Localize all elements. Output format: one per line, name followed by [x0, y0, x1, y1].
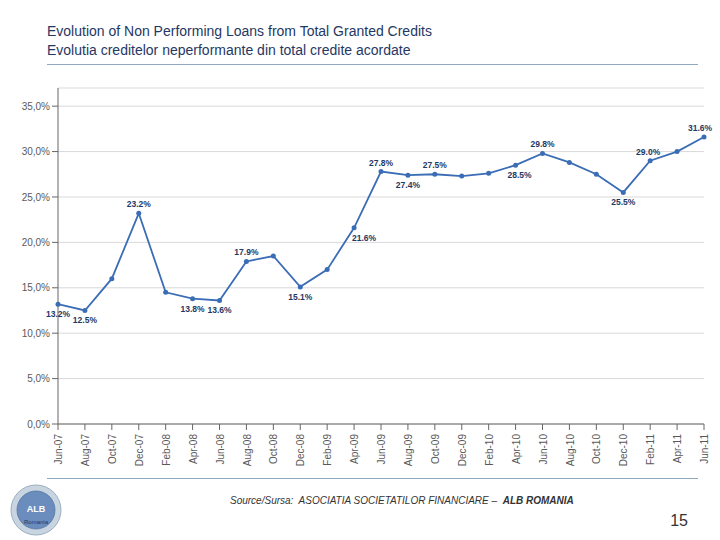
svg-text:Jun-08: Jun-08	[215, 434, 226, 465]
svg-text:Jun-09: Jun-09	[376, 434, 387, 465]
svg-text:Apr-09: Apr-09	[349, 434, 360, 464]
svg-text:27.4%: 27.4%	[396, 180, 421, 190]
svg-text:28.5%: 28.5%	[508, 170, 533, 180]
svg-text:17.9%: 17.9%	[234, 247, 259, 257]
svg-text:13.6%: 13.6%	[207, 305, 232, 315]
svg-text:29.8%: 29.8%	[530, 139, 555, 149]
svg-text:5,0%: 5,0%	[27, 373, 50, 384]
svg-text:21.6%: 21.6%	[352, 233, 377, 243]
svg-text:0,0%: 0,0%	[27, 419, 50, 430]
html-text:15: 15	[670, 512, 688, 529]
svg-text:29.0%: 29.0%	[636, 147, 661, 157]
svg-text:15,0%: 15,0%	[22, 282, 50, 293]
html-text:Evolution of Non Performing Lo: Evolution of Non Performing Loans from T…	[47, 23, 432, 39]
svg-text:Dec-07: Dec-07	[134, 434, 145, 467]
svg-text:Oct-08: Oct-08	[268, 434, 279, 464]
svg-text:20,0%: 20,0%	[22, 237, 50, 248]
html-text:Evolutia creditelor neperforma: Evolutia creditelor neperformante din to…	[47, 42, 411, 58]
svg-text:ALB: ALB	[27, 504, 46, 514]
svg-text:13.8%: 13.8%	[181, 304, 206, 314]
svg-text:12.5%: 12.5%	[73, 315, 98, 325]
svg-text:Oct-07: Oct-07	[107, 434, 118, 464]
svg-text:25,0%: 25,0%	[22, 192, 50, 203]
svg-text:Apr-08: Apr-08	[188, 434, 199, 464]
svg-text:Aug-07: Aug-07	[80, 434, 91, 467]
svg-text:25.5%: 25.5%	[611, 197, 636, 207]
svg-text:Jun-10: Jun-10	[538, 434, 549, 465]
svg-text:Aug-10: Aug-10	[565, 434, 576, 467]
svg-text:27.8%: 27.8%	[369, 158, 394, 168]
svg-text:27.5%: 27.5%	[423, 160, 448, 170]
svg-text:Jun-07: Jun-07	[53, 434, 64, 465]
html-text:Source/Sursa: ASOCIATIA SOCIET: Source/Sursa: ASOCIATIA SOCIETATILOR FIN…	[230, 495, 574, 506]
svg-text:31.6%: 31.6%	[688, 123, 712, 133]
svg-text:13.2%: 13.2%	[46, 309, 71, 319]
svg-text:23.2%: 23.2%	[127, 199, 152, 209]
svg-text:Feb-09: Feb-09	[322, 434, 333, 466]
svg-text:10,0%: 10,0%	[22, 328, 50, 339]
svg-text:Aug-08: Aug-08	[242, 434, 253, 467]
svg-text:30,0%: 30,0%	[22, 146, 50, 157]
svg-text:Oct-09: Oct-09	[430, 434, 441, 464]
svg-text:35,0%: 35,0%	[22, 101, 50, 112]
svg-text:Oct-10: Oct-10	[591, 434, 602, 464]
svg-text:Dec-08: Dec-08	[295, 434, 306, 467]
svg-text:Apr-11: Apr-11	[672, 434, 683, 464]
svg-text:Feb-11: Feb-11	[645, 434, 656, 465]
svg-text:Romania: Romania	[24, 519, 49, 525]
svg-text:Jun-11: Jun-11	[699, 434, 710, 464]
svg-text:Dec-10: Dec-10	[618, 434, 629, 467]
svg-text:Apr-10: Apr-10	[511, 434, 522, 464]
svg-text:Aug-09: Aug-09	[403, 434, 414, 467]
svg-text:Dec-09: Dec-09	[457, 434, 468, 467]
svg-text:15.1%: 15.1%	[288, 292, 313, 302]
svg-text:Feb-10: Feb-10	[484, 434, 495, 466]
svg-text:Feb-08: Feb-08	[161, 434, 172, 466]
